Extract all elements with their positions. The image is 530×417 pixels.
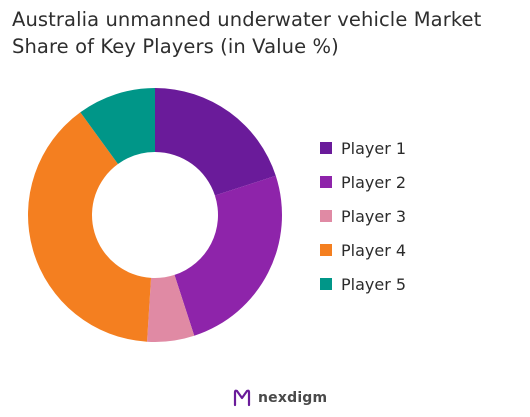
donut-slice-player-2	[174, 175, 282, 336]
legend-swatch-player-4	[320, 244, 332, 256]
nexdigm-logo-icon	[233, 389, 251, 407]
legend-label-player-3: Player 3	[341, 206, 407, 226]
donut-slice-player-3	[147, 274, 195, 342]
donut-slice-player-5	[80, 88, 155, 165]
legend-swatch-player-2	[320, 176, 332, 188]
legend-swatch-player-1	[320, 142, 332, 154]
donut-slice-player-4	[27, 112, 152, 342]
legend-item-player-4: Player 4	[320, 238, 406, 262]
legend-swatch-player-3	[320, 210, 332, 222]
donut-slice-player-1	[155, 88, 276, 196]
chart-title-line-2: Share of Key Players (in Value %)	[12, 35, 339, 58]
legend-item-player-2: Player 2	[320, 170, 406, 194]
chart-title: Australia unmanned underwater vehicle Ma…	[12, 6, 512, 60]
legend-label-player-5: Player 5	[341, 274, 407, 294]
donut-slices	[27, 88, 282, 342]
legend-label-player-4: Player 4	[341, 240, 407, 260]
legend-item-player-1: Player 1	[320, 136, 406, 160]
brand-name: nexdigm	[258, 390, 328, 406]
legend-item-player-3: Player 3	[320, 204, 406, 228]
legend-label-player-2: Player 2	[341, 172, 407, 192]
legend-item-player-5: Player 5	[320, 272, 406, 296]
legend-swatch-player-5	[320, 278, 332, 290]
chart-title-line-1: Australia unmanned underwater vehicle Ma…	[12, 8, 482, 31]
brand-logo: nexdigm	[232, 387, 327, 409]
legend-label-player-1: Player 1	[341, 138, 407, 158]
